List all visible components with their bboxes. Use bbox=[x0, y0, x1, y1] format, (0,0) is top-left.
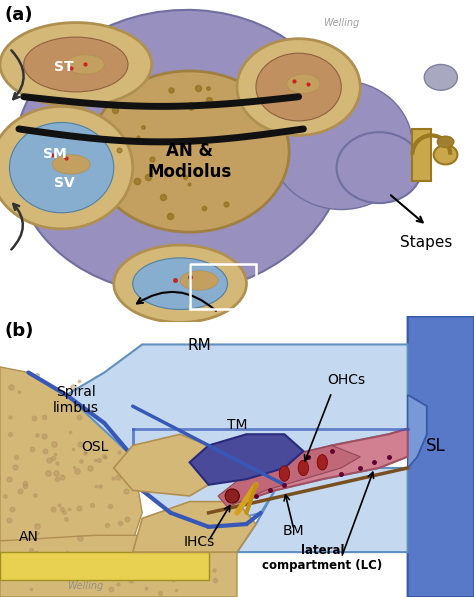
Text: RM: RM bbox=[187, 338, 211, 353]
Bar bbox=[190, 264, 256, 309]
Ellipse shape bbox=[256, 53, 341, 121]
Polygon shape bbox=[66, 344, 408, 527]
Text: SL: SL bbox=[426, 437, 446, 455]
Ellipse shape bbox=[237, 39, 360, 136]
Ellipse shape bbox=[24, 37, 128, 92]
Polygon shape bbox=[0, 536, 237, 597]
Ellipse shape bbox=[52, 155, 90, 174]
Ellipse shape bbox=[14, 10, 346, 293]
Ellipse shape bbox=[337, 132, 422, 203]
Text: OSL: OSL bbox=[81, 440, 109, 454]
Ellipse shape bbox=[180, 271, 218, 290]
Ellipse shape bbox=[9, 122, 114, 213]
Text: AN &
Modiolus: AN & Modiolus bbox=[147, 142, 232, 180]
Ellipse shape bbox=[0, 23, 152, 106]
Polygon shape bbox=[133, 501, 256, 552]
Ellipse shape bbox=[317, 454, 328, 470]
Ellipse shape bbox=[437, 136, 454, 147]
Ellipse shape bbox=[279, 466, 290, 481]
Text: SM: SM bbox=[43, 147, 66, 161]
Text: IHCs: IHCs bbox=[183, 536, 215, 549]
Ellipse shape bbox=[114, 245, 246, 322]
Polygon shape bbox=[408, 316, 474, 597]
Ellipse shape bbox=[225, 489, 239, 503]
Ellipse shape bbox=[66, 55, 104, 74]
Text: Stapes: Stapes bbox=[401, 235, 453, 250]
Bar bbox=[412, 129, 431, 180]
Polygon shape bbox=[0, 552, 209, 580]
Text: TM: TM bbox=[227, 418, 247, 432]
Polygon shape bbox=[408, 395, 427, 468]
Ellipse shape bbox=[90, 71, 289, 232]
Ellipse shape bbox=[270, 81, 412, 210]
Ellipse shape bbox=[424, 64, 457, 90]
Text: BM: BM bbox=[283, 524, 305, 538]
Polygon shape bbox=[209, 429, 408, 513]
Ellipse shape bbox=[133, 258, 228, 309]
Text: AN: AN bbox=[18, 530, 38, 544]
Polygon shape bbox=[237, 468, 408, 552]
Polygon shape bbox=[114, 434, 218, 496]
Polygon shape bbox=[218, 445, 360, 507]
Text: OHCs: OHCs bbox=[327, 373, 365, 387]
Text: (b): (b) bbox=[5, 322, 34, 340]
Text: SV: SV bbox=[54, 176, 74, 190]
Ellipse shape bbox=[298, 460, 309, 476]
Text: Spiral
limbus: Spiral limbus bbox=[53, 384, 99, 415]
Polygon shape bbox=[190, 434, 303, 485]
Ellipse shape bbox=[0, 106, 133, 229]
Text: Welling: Welling bbox=[67, 580, 103, 590]
Ellipse shape bbox=[434, 145, 457, 164]
Text: lateral
compartment (LC): lateral compartment (LC) bbox=[262, 544, 383, 572]
Text: Welling: Welling bbox=[323, 18, 359, 28]
Text: (a): (a) bbox=[5, 7, 33, 24]
Text: ST: ST bbox=[54, 60, 74, 74]
Polygon shape bbox=[0, 367, 142, 541]
Ellipse shape bbox=[287, 74, 320, 94]
